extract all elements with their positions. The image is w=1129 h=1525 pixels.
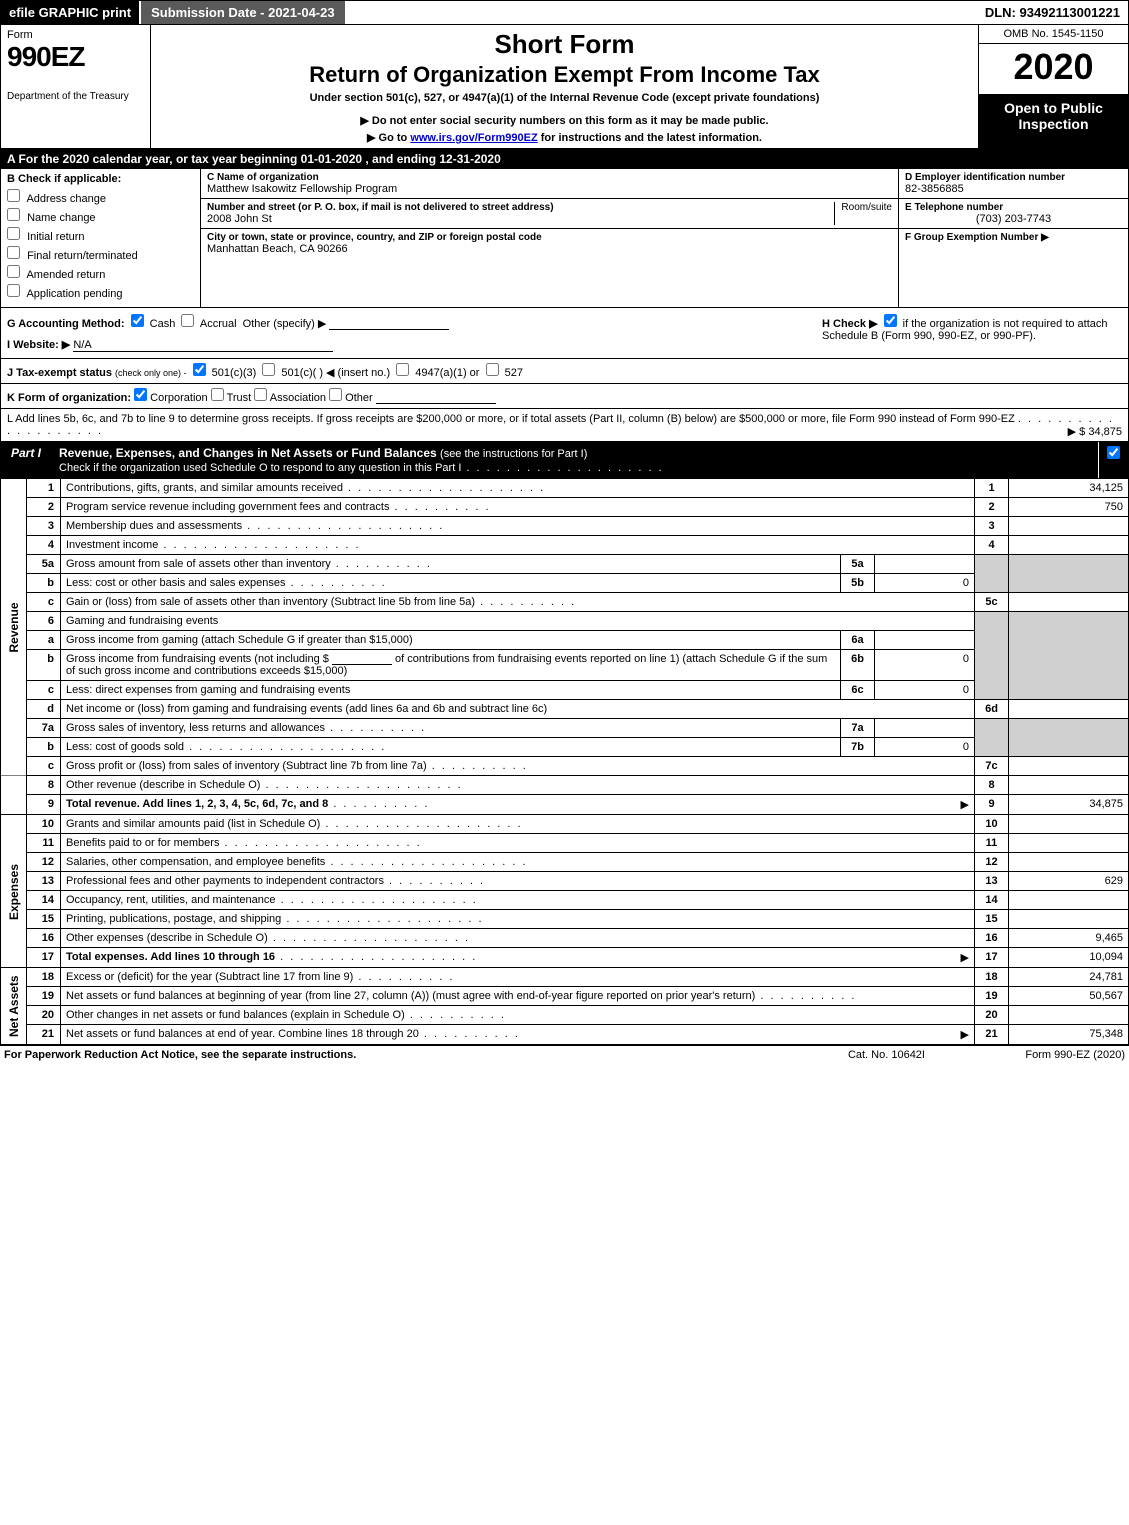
form-number: 990EZ: [7, 41, 144, 73]
line-18-amount: 24,781: [1009, 968, 1129, 987]
part-i-label: Part I: [1, 442, 51, 478]
form-label: Form: [7, 29, 144, 41]
part-i-table: Revenue 1 Contributions, gifts, grants, …: [0, 479, 1129, 1045]
chk-final-return[interactable]: Final return/terminated: [7, 246, 194, 262]
line-7b-value: 0: [875, 738, 975, 757]
c-name-label: C Name of organization: [207, 172, 884, 183]
side-expenses: Expenses: [1, 815, 27, 968]
chk-other-org[interactable]: [329, 388, 342, 401]
side-revenue: Revenue: [1, 479, 27, 776]
line-21-amount: 75,348: [1009, 1025, 1129, 1045]
other-org-field[interactable]: [376, 392, 496, 404]
part-i-check: Check if the organization used Schedule …: [59, 462, 461, 474]
dln-label: DLN: 93492113001221: [977, 1, 1128, 24]
street-address: 2008 John St: [207, 213, 834, 225]
submission-date: Submission Date - 2021-04-23: [139, 1, 345, 24]
footer-center: Cat. No. 10642I: [848, 1049, 925, 1061]
chk-501c[interactable]: [262, 363, 275, 376]
chk-name-change[interactable]: Name change: [7, 208, 194, 224]
goto-pre: ▶ Go to: [367, 132, 410, 144]
line-19-amount: 50,567: [1009, 987, 1129, 1006]
public-inspection: Open to Public Inspection: [979, 94, 1128, 148]
page-footer: For Paperwork Reduction Act Notice, see …: [0, 1045, 1129, 1064]
line-6c-value: 0: [875, 681, 975, 700]
ssn-note: ▶ Do not enter social security numbers o…: [159, 114, 970, 127]
goto-note: ▶ Go to www.irs.gov/Form990EZ for instru…: [159, 131, 970, 144]
goto-post: for instructions and the latest informat…: [538, 132, 762, 144]
subtitle: Under section 501(c), 527, or 4947(a)(1)…: [159, 92, 970, 104]
line-1-amount: 34,125: [1009, 479, 1129, 498]
g-label: G Accounting Method:: [7, 318, 125, 330]
short-form-title: Short Form: [159, 29, 970, 60]
ein-value: 82-3856885: [905, 183, 1122, 195]
line-16-amount: 9,465: [1009, 929, 1129, 948]
chk-accrual[interactable]: [181, 314, 194, 327]
h-label: H Check ▶: [822, 318, 878, 330]
line-17-total-expenses: 10,094: [1009, 948, 1129, 968]
room-suite-label: Room/suite: [834, 202, 892, 225]
chk-schedule-b[interactable]: [884, 314, 897, 327]
city-label: City or town, state or province, country…: [207, 232, 884, 243]
irs-link[interactable]: www.irs.gov/Form990EZ: [410, 132, 537, 144]
addr-label: Number and street (or P. O. box, if mail…: [207, 202, 826, 213]
chk-trust[interactable]: [211, 388, 224, 401]
d-ein-label: D Employer identification number: [905, 172, 1122, 183]
chk-4947[interactable]: [396, 363, 409, 376]
org-name: Matthew Isakowitz Fellowship Program: [207, 183, 892, 195]
line-6b-blank: [332, 653, 392, 665]
dept-label: Department of the Treasury: [7, 91, 144, 102]
side-net-assets: Net Assets: [1, 968, 27, 1045]
chk-527[interactable]: [486, 363, 499, 376]
line-l: L Add lines 5b, 6c, and 7b to line 9 to …: [0, 409, 1129, 442]
line-g-h: G Accounting Method: Cash Accrual Other …: [0, 308, 1129, 359]
line-5b-value: 0: [875, 574, 975, 593]
part-i-header: Part I Revenue, Expenses, and Changes in…: [0, 442, 1129, 479]
chk-schedule-o[interactable]: [1107, 446, 1120, 459]
e-phone-label: E Telephone number: [905, 202, 1122, 213]
f-group-label: F Group Exemption Number ▶: [905, 232, 1122, 243]
i-label: I Website: ▶: [7, 339, 70, 351]
part-i-paren: (see the instructions for Part I): [440, 448, 587, 460]
top-bar: efile GRAPHIC print Submission Date - 20…: [0, 0, 1129, 25]
tax-year: 2020: [979, 44, 1128, 94]
footer-right: Form 990-EZ (2020): [925, 1049, 1125, 1061]
main-title: Return of Organization Exempt From Incom…: [159, 62, 970, 88]
gross-receipts: ▶ $ 34,875: [1068, 425, 1122, 438]
line-2-amount: 750: [1009, 498, 1129, 517]
efile-label[interactable]: efile GRAPHIC print: [1, 1, 139, 24]
chk-corp[interactable]: [134, 388, 147, 401]
line-j: J Tax-exempt status (check only one) - 5…: [0, 359, 1129, 384]
footer-left: For Paperwork Reduction Act Notice, see …: [4, 1049, 848, 1061]
section-a: A For the 2020 calendar year, or tax yea…: [0, 149, 1129, 169]
part-i-title: Revenue, Expenses, and Changes in Net As…: [59, 446, 437, 460]
website-value: N/A: [73, 339, 333, 352]
box-b-lead: B Check if applicable:: [7, 173, 194, 185]
city-state-zip: Manhattan Beach, CA 90266: [207, 243, 892, 255]
chk-initial-return[interactable]: Initial return: [7, 227, 194, 243]
line-k: K Form of organization: Corporation Trus…: [0, 384, 1129, 409]
line-13-amount: 629: [1009, 872, 1129, 891]
omb-number: OMB No. 1545-1150: [979, 25, 1128, 44]
chk-assoc[interactable]: [254, 388, 267, 401]
box-b-c-d: B Check if applicable: Address change Na…: [0, 169, 1129, 308]
chk-amended[interactable]: Amended return: [7, 265, 194, 281]
form-header: Form 990EZ Department of the Treasury Sh…: [0, 25, 1129, 149]
line-6b-value: 0: [875, 650, 975, 681]
chk-address-change[interactable]: Address change: [7, 189, 194, 205]
chk-application-pending[interactable]: Application pending: [7, 284, 194, 300]
chk-cash[interactable]: [131, 314, 144, 327]
chk-501c3[interactable]: [193, 363, 206, 376]
phone-value: (703) 203-7743: [905, 213, 1122, 225]
line-9-total-revenue: 34,875: [1009, 795, 1129, 815]
other-method-field[interactable]: [329, 318, 449, 330]
